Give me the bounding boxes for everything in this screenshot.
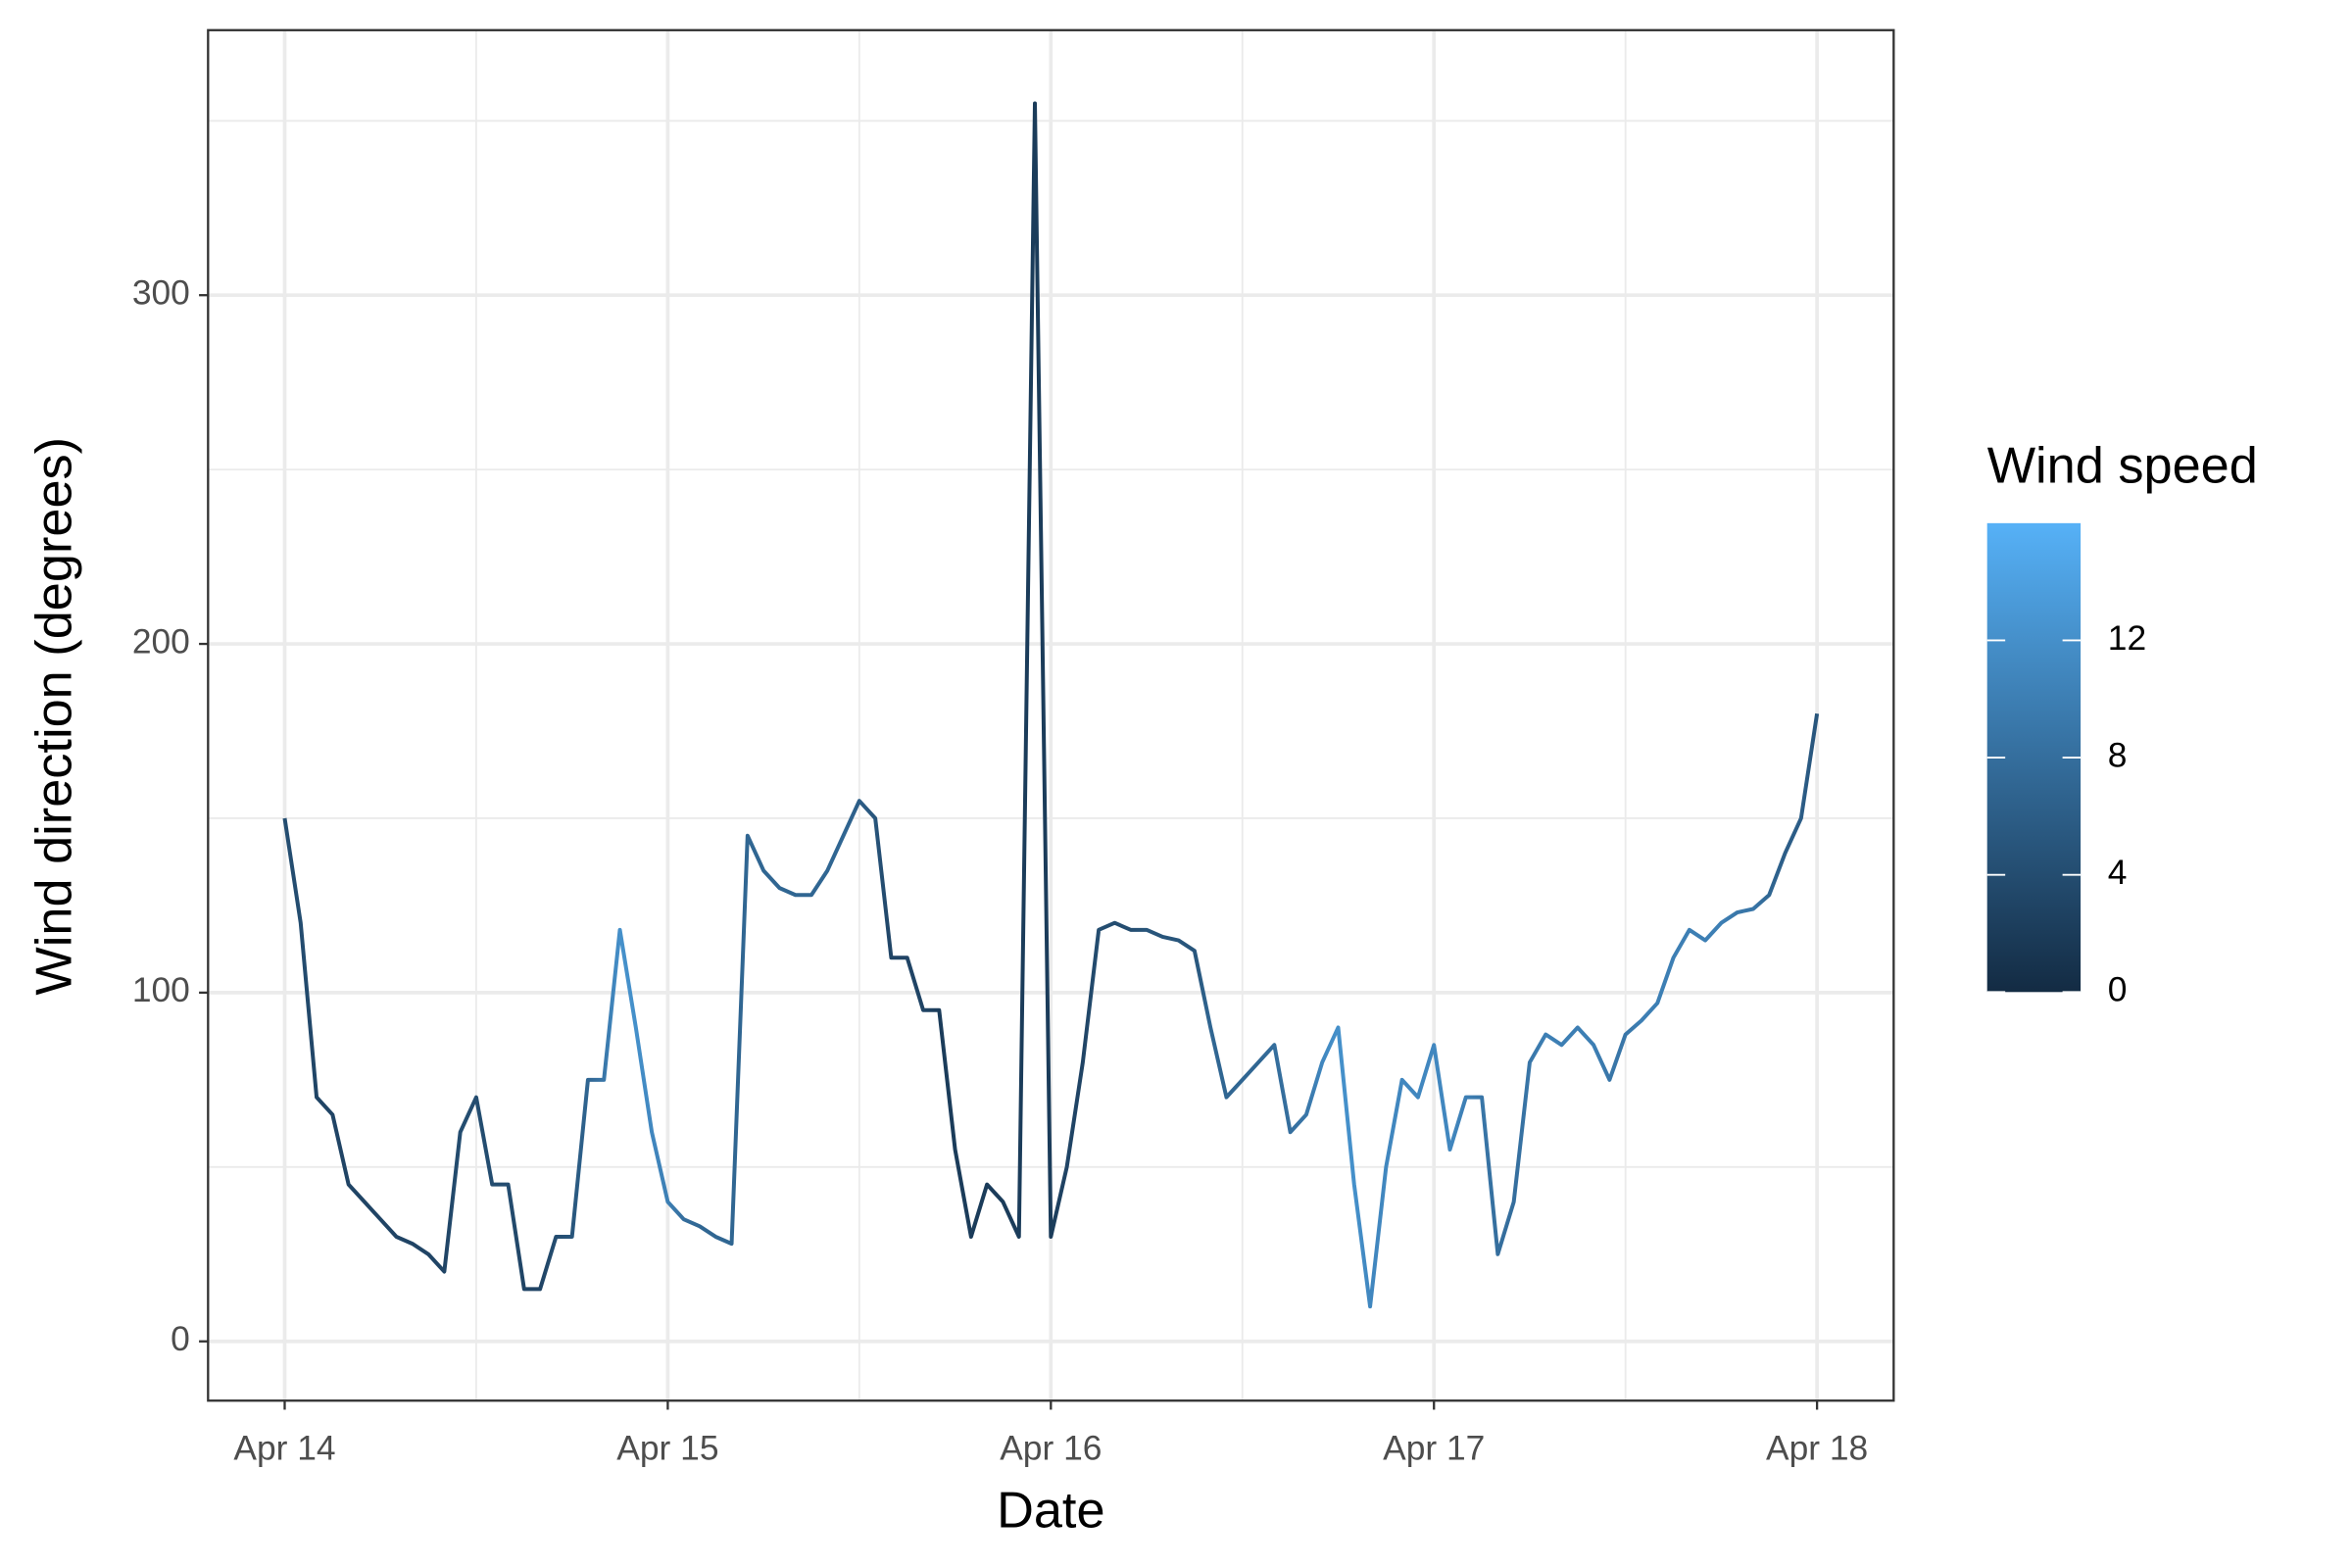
x-tick-label: Apr 17 [1383,1429,1485,1467]
panel-border [207,28,1895,1402]
x-tick-label: Apr 18 [1766,1429,1868,1467]
x-axis-title: Date [997,1482,1104,1539]
legend-tick-label: 4 [2108,854,2128,892]
y-axis-title: Wind direction (degrees) [25,437,82,996]
y-tick-label: 0 [171,1320,190,1358]
x-tick-label: Apr 15 [616,1429,718,1467]
legend-title: Wind speed [1987,437,2258,494]
legend-tick-label: 8 [2108,736,2128,774]
x-tick-label: Apr 16 [1000,1429,1102,1467]
legend-tick-label: 12 [2108,619,2146,658]
data-line [282,101,1820,1309]
y-tick-label: 300 [132,274,190,313]
y-tick-label: 200 [132,622,190,661]
x-tick-label: Apr 14 [233,1429,335,1467]
legend-tick-label: 0 [2108,971,2128,1009]
y-tick-label: 100 [132,971,190,1009]
